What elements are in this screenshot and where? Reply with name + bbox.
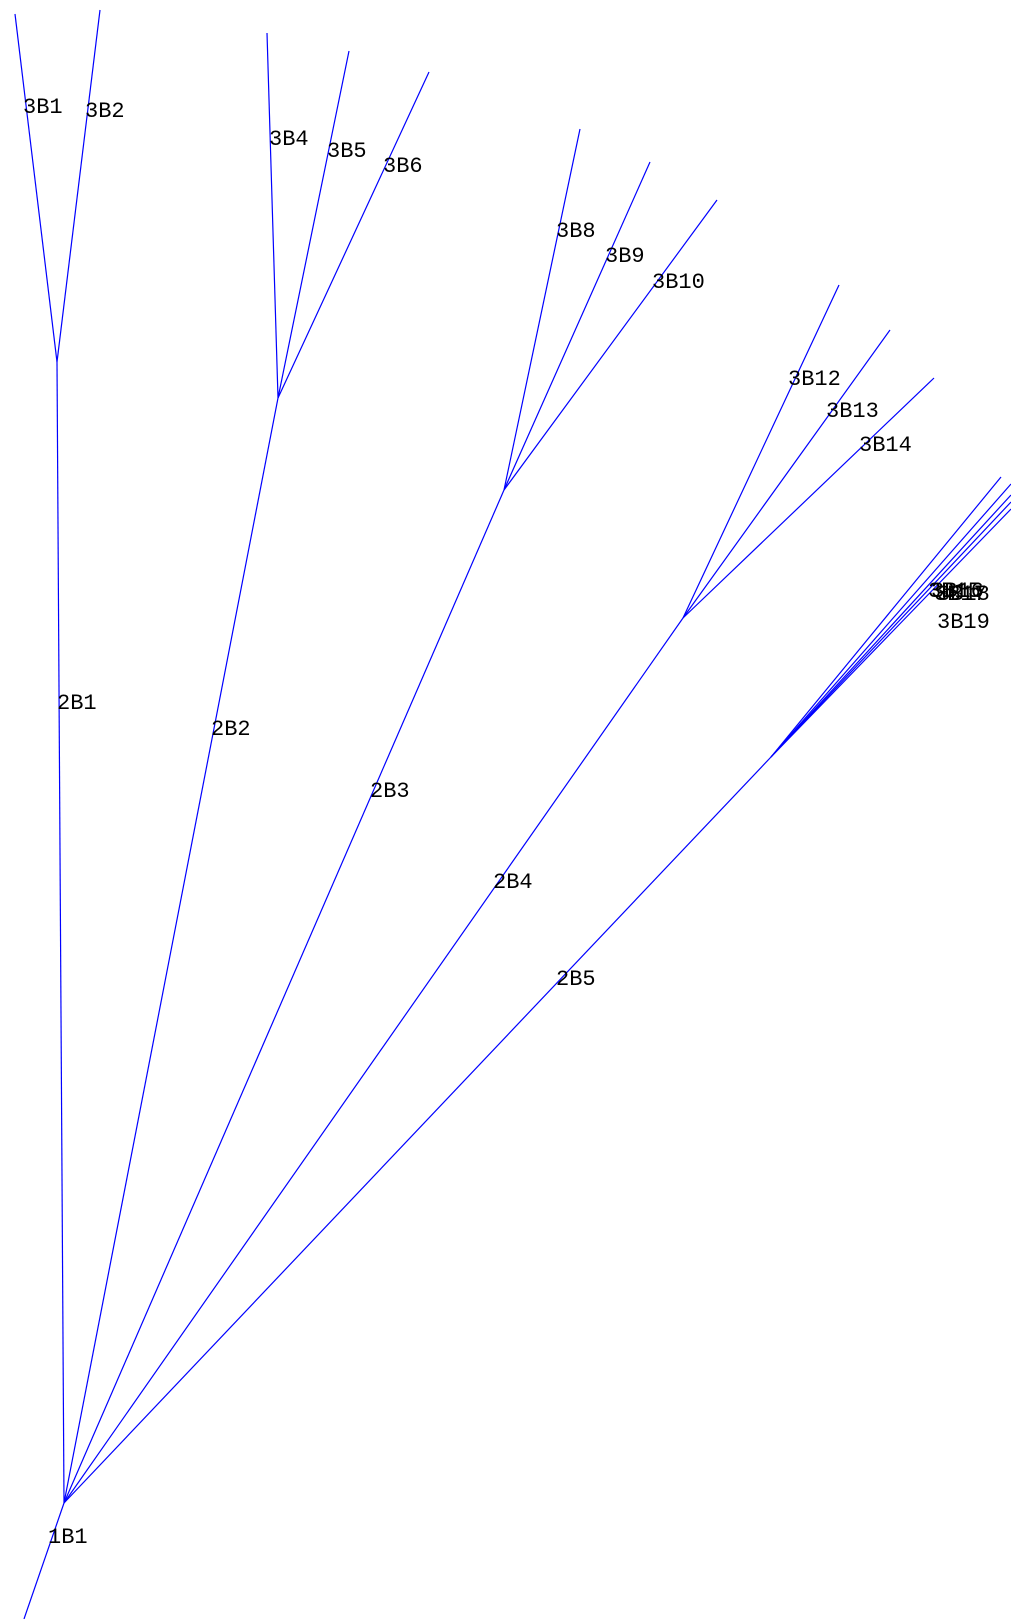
branch-label-2b2: 2B2 (211, 717, 251, 742)
branch-line-3b8 (503, 128, 581, 491)
branch-line-3b9 (503, 161, 651, 491)
branch-line-3b10 (503, 199, 718, 491)
branch-line-3b15 (770, 476, 1002, 758)
branch-line-3b13 (682, 329, 891, 619)
branch-line-2b1 (56, 361, 65, 1504)
branch-line-3b2 (56, 9, 101, 363)
branch-label-3b8: 3B8 (556, 219, 596, 244)
branch-line-3b5 (277, 50, 350, 399)
branch-label-2b5: 2B5 (556, 967, 596, 992)
branch-labels: 1B1 2B1 2B2 2B3 2B4 2B5 3B1 3B2 3B4 3B5 3B6 3B8 3B9 3… (23, 95, 990, 1550)
branch-line-2b2 (63, 397, 279, 1504)
branch-line-3b18 (770, 501, 1011, 758)
branch-label-3b4: 3B4 (269, 127, 309, 152)
branch-line-2b3 (63, 489, 505, 1504)
branch-line-3b19 (770, 508, 1011, 758)
branch-label-3b12: 3B12 (788, 367, 841, 392)
branch-line-2b4 (63, 617, 684, 1504)
branch-label-2b1: 2B1 (57, 691, 97, 716)
branch-line-3b6 (277, 71, 430, 399)
branch-label-3b16: 3B16 (931, 579, 984, 604)
branch-label-3b5: 3B5 (327, 139, 367, 164)
branch-line-3b4 (266, 32, 279, 399)
branch-line-3b14 (682, 377, 935, 619)
branch-label-3b13: 3B13 (826, 399, 879, 424)
branch-label-3b18: 3B18 (937, 582, 990, 607)
branch-line-3b17 (770, 494, 1011, 758)
branch-label-3b19: 3B19 (937, 610, 990, 635)
branch-label-3b10: 3B10 (652, 270, 705, 295)
branch-lines (14, 9, 1011, 1619)
branch-label-3b14: 3B14 (859, 433, 912, 458)
branch-label-3b15: 3B15 (928, 579, 981, 604)
branch-line-3b16 (770, 483, 1011, 758)
branch-line-1b1 (23, 1502, 65, 1619)
branch-line-3b1 (14, 13, 58, 363)
branch-label-3b9: 3B9 (605, 244, 645, 269)
branch-label-1b1: 1B1 (48, 1525, 88, 1550)
branch-line-3b12 (682, 284, 840, 619)
branch-label-2b4: 2B4 (493, 870, 533, 895)
branch-label-3b1: 3B1 (23, 95, 63, 120)
branch-label-2b3: 2B3 (370, 779, 410, 804)
branch-label-3b17: 3B17 (934, 582, 987, 607)
branch-label-3b6: 3B6 (383, 154, 423, 179)
branch-label-3b2: 3B2 (85, 99, 125, 124)
branch-line-2b5 (63, 756, 772, 1504)
